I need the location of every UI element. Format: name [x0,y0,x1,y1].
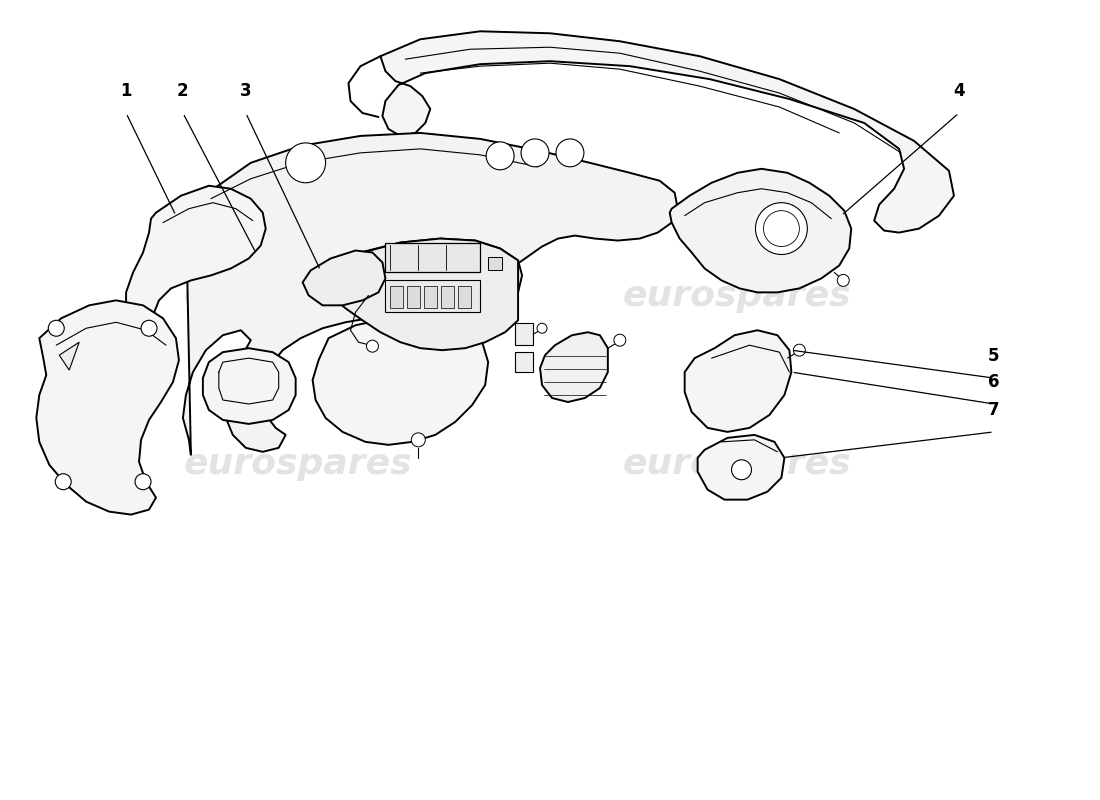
Circle shape [55,474,72,490]
Polygon shape [670,169,851,292]
Circle shape [141,320,157,336]
Polygon shape [684,330,791,432]
Circle shape [837,274,849,286]
FancyBboxPatch shape [459,286,471,308]
Circle shape [793,344,805,356]
Polygon shape [36,300,179,514]
FancyBboxPatch shape [441,286,454,308]
Polygon shape [302,250,385,306]
Circle shape [756,202,807,254]
Circle shape [48,320,64,336]
Circle shape [411,433,426,447]
Polygon shape [381,31,954,233]
Circle shape [366,340,378,352]
FancyBboxPatch shape [425,286,438,308]
Text: 1: 1 [120,82,132,100]
Polygon shape [312,315,488,445]
Circle shape [556,139,584,167]
FancyBboxPatch shape [407,286,420,308]
Circle shape [732,460,751,480]
Circle shape [135,474,151,490]
Text: 4: 4 [954,82,965,100]
Text: eurospares: eurospares [184,279,412,314]
Text: 2: 2 [177,82,189,100]
Text: 5: 5 [988,347,1000,365]
Circle shape [537,323,547,334]
Text: 6: 6 [988,373,1000,391]
Polygon shape [202,348,296,424]
Text: eurospares: eurospares [623,446,850,481]
FancyBboxPatch shape [390,286,404,308]
FancyBboxPatch shape [515,323,534,345]
Polygon shape [331,238,518,350]
Circle shape [521,139,549,167]
Circle shape [286,143,326,182]
Circle shape [763,210,800,246]
Circle shape [614,334,626,346]
Circle shape [486,142,514,170]
Polygon shape [331,238,522,322]
FancyBboxPatch shape [488,257,502,270]
Polygon shape [540,332,608,402]
Text: eurospares: eurospares [184,446,412,481]
Polygon shape [183,133,678,455]
FancyBboxPatch shape [385,281,481,312]
Polygon shape [59,342,79,370]
Text: eurospares: eurospares [623,279,850,314]
FancyBboxPatch shape [515,352,534,372]
FancyBboxPatch shape [385,242,481,273]
Text: 7: 7 [988,401,1000,419]
Text: 3: 3 [240,82,252,100]
Polygon shape [126,186,266,335]
Polygon shape [697,435,784,500]
